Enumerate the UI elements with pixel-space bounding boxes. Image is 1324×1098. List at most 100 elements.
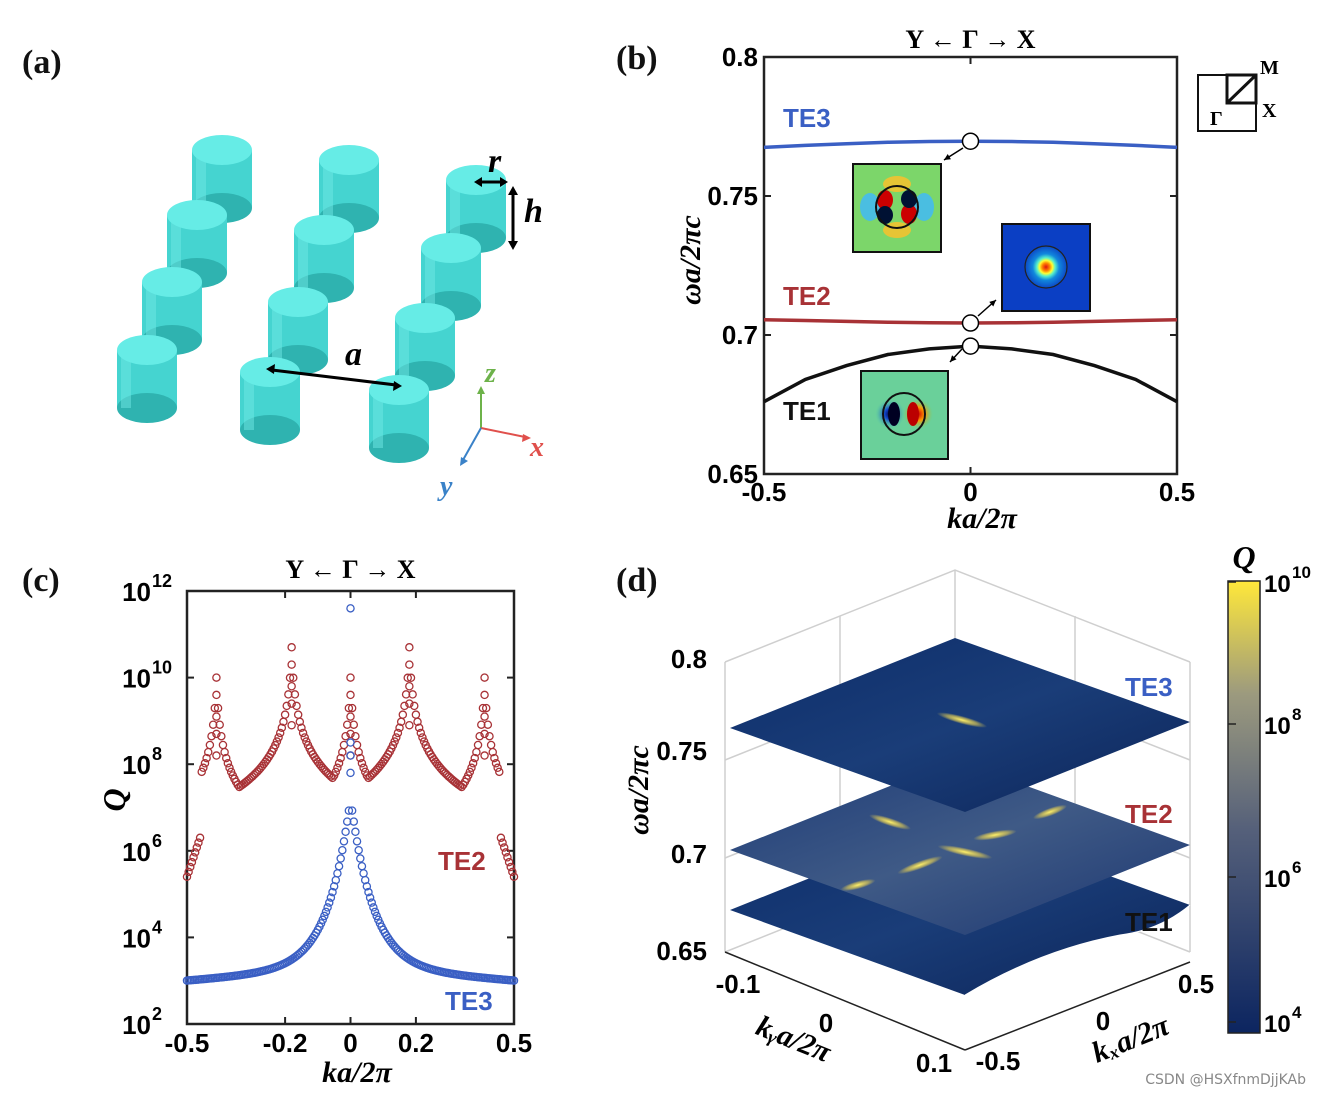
te2-point bbox=[287, 643, 296, 652]
te2-point bbox=[485, 731, 494, 741]
te2-point bbox=[215, 720, 224, 729]
te2-point bbox=[418, 733, 427, 742]
d-kytick-label: 0.1 bbox=[916, 1048, 952, 1078]
te2-point bbox=[406, 673, 416, 683]
mode-inset-te3 bbox=[852, 163, 942, 253]
dimension-annotations: rh a bbox=[266, 143, 543, 391]
te2-point bbox=[287, 720, 296, 730]
mode-inset-te1 bbox=[860, 370, 949, 460]
te2-point bbox=[289, 673, 298, 683]
c-xtick-label: -0.5 bbox=[165, 1028, 210, 1058]
te2-point bbox=[488, 747, 497, 757]
b-xtick-label: 0.5 bbox=[1159, 477, 1195, 507]
te2-point bbox=[480, 690, 489, 700]
b-ytick-label: 0.8 bbox=[722, 42, 758, 72]
te2-point bbox=[300, 733, 309, 742]
d-zlabel: ωa/2πc bbox=[622, 745, 655, 835]
cb-tick-label: 10 bbox=[1264, 571, 1291, 598]
te2-point bbox=[478, 703, 488, 713]
te2-point bbox=[344, 703, 354, 713]
te2-point bbox=[220, 747, 229, 757]
te3-point bbox=[324, 898, 334, 907]
b-ytick-label: 0.65 bbox=[707, 459, 758, 489]
te2-point bbox=[285, 673, 295, 683]
cylinder bbox=[240, 357, 300, 445]
te2-point bbox=[341, 731, 350, 741]
te3-point bbox=[372, 911, 381, 921]
te2-point bbox=[225, 763, 234, 773]
b-xtick-label: -0.5 bbox=[742, 477, 787, 507]
cb-tick-exp: 8 bbox=[1292, 705, 1301, 724]
panel-a-label: (a) bbox=[22, 44, 62, 81]
te2-point bbox=[503, 853, 512, 862]
panel-a: rh a z x y bbox=[117, 135, 544, 502]
te2-point bbox=[275, 728, 285, 738]
te2-point bbox=[359, 763, 368, 773]
mode-marker-te2 bbox=[961, 314, 980, 332]
te3-point bbox=[341, 827, 350, 837]
te2-point bbox=[390, 737, 399, 746]
te3-point bbox=[351, 827, 360, 837]
te3-point bbox=[367, 898, 377, 907]
te2-point bbox=[295, 717, 305, 727]
dim-h-label: h bbox=[524, 193, 543, 230]
c-ytick-label: 10 bbox=[122, 837, 151, 867]
te2-point bbox=[284, 690, 293, 699]
te2-point bbox=[403, 673, 412, 683]
cb-tick-exp: 6 bbox=[1292, 858, 1301, 877]
te2-point bbox=[346, 690, 355, 700]
panel-b-label: (b) bbox=[616, 40, 658, 77]
te2-point bbox=[223, 758, 233, 768]
c-ytick-label: 10 bbox=[122, 923, 151, 953]
cb-tick-label: 10 bbox=[1264, 713, 1291, 740]
te2-point bbox=[493, 763, 502, 773]
c-xtick-label: -0.2 bbox=[263, 1028, 308, 1058]
mode-marker-te1 bbox=[961, 337, 980, 355]
te2-point bbox=[490, 753, 499, 763]
te2-point bbox=[504, 857, 514, 867]
bz-x: X bbox=[1262, 100, 1277, 122]
te2-point bbox=[470, 753, 480, 763]
cylinder bbox=[167, 200, 227, 288]
d-ztick-label: 0.8 bbox=[671, 644, 707, 674]
band-label-te3: TE3 bbox=[783, 103, 831, 133]
te2-point bbox=[480, 712, 489, 721]
te2-point bbox=[280, 710, 290, 719]
te2-point bbox=[197, 767, 206, 777]
te2-point bbox=[190, 848, 200, 857]
cb-tick-label: 10 bbox=[1264, 1011, 1291, 1038]
axis-x-label: x bbox=[529, 432, 544, 463]
te2-point bbox=[467, 763, 476, 773]
te3-point bbox=[352, 837, 362, 846]
d-ztick-label: 0.75 bbox=[656, 736, 707, 766]
te3-point bbox=[346, 751, 355, 760]
bz-gamma: Γ bbox=[1210, 108, 1223, 130]
cb-tick-label: 10 bbox=[1264, 866, 1291, 893]
c-ytick-exp: 2 bbox=[152, 1004, 162, 1024]
d-surface-label-te1: TE1 bbox=[1125, 907, 1173, 937]
c-ytick-exp: 8 bbox=[152, 744, 162, 764]
te2-point bbox=[221, 753, 231, 763]
te3-point bbox=[365, 893, 375, 902]
plot-b-frame bbox=[762, 55, 1179, 476]
te2-point bbox=[356, 753, 365, 763]
te3-point bbox=[347, 806, 357, 815]
te2-point bbox=[499, 843, 509, 852]
mode-marker-te3 bbox=[961, 132, 980, 150]
c-ytick-exp: 10 bbox=[152, 658, 172, 678]
d-kxtick-label: 0.5 bbox=[1178, 969, 1214, 999]
te2-point bbox=[202, 753, 211, 763]
panel-b: TE1 TE2 TE3 -0.5 0 0.5 0.65 0.7 0.75 0.8 Y ← Γ → … bbox=[674, 25, 1195, 535]
c-xtick-label: 0 bbox=[343, 1028, 357, 1058]
te2-point bbox=[501, 848, 511, 857]
te2-point bbox=[405, 720, 414, 730]
te2-point bbox=[468, 758, 478, 768]
c-ytick-exp: 12 bbox=[152, 571, 172, 591]
c-label-te3: TE3 bbox=[445, 986, 493, 1016]
te2-point bbox=[508, 867, 517, 877]
b-title: Y ← Γ → X bbox=[905, 25, 1035, 54]
te2-point bbox=[346, 712, 355, 721]
te2-point bbox=[287, 682, 296, 691]
te2-point bbox=[405, 643, 414, 652]
